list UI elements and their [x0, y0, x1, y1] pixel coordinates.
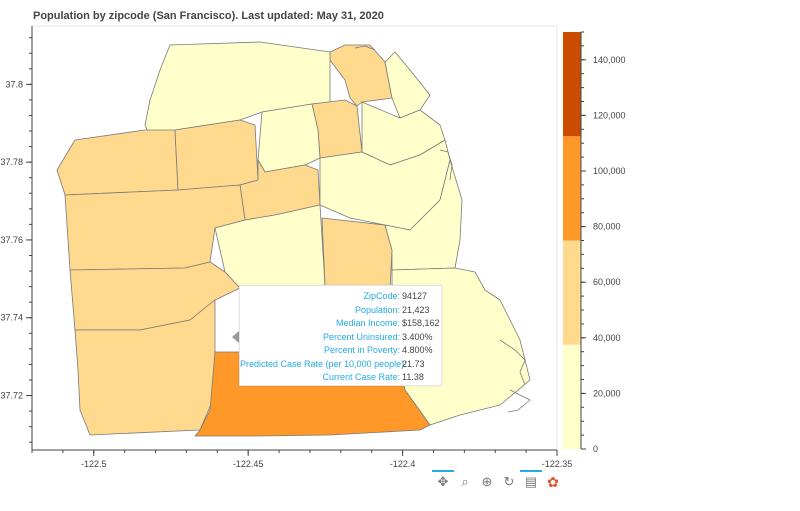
reset-tool-icon[interactable]: ↻	[503, 474, 515, 489]
tooltip-row: Predicted Case Rate (per 10,000 people):…	[240, 358, 441, 372]
colorbar-tick-label: 140,000	[593, 55, 626, 65]
tooltip-value: 21.73	[402, 358, 425, 369]
colorbar-tick-label: 100,000	[593, 166, 626, 176]
hover-tool-icon[interactable]: ▤	[520, 470, 542, 492]
y-tick-label: 37.78	[0, 157, 23, 167]
tooltip-row: Median Income: $158,162	[240, 317, 441, 331]
tooltip-value: $158,162	[402, 318, 440, 328]
x-tick-label: -122.4	[390, 459, 416, 469]
zip-region-richmond-west[interactable]	[56, 129, 179, 196]
toolbar: ✥ ⌕ ⊕ ↻ ▤ ✿	[430, 468, 562, 496]
colorbar-bin	[563, 136, 581, 241]
wheel-zoom-tool-icon[interactable]: ⊕	[481, 474, 493, 489]
colorbar-bin	[563, 344, 581, 449]
tooltip-label: Median Income:	[335, 318, 400, 328]
tooltip-row: Current Case Rate: 11.38	[240, 371, 441, 385]
zip-region-richmond-east[interactable]	[174, 119, 259, 191]
y-tick-label: 37.8	[5, 79, 23, 89]
tooltip-value: 4.800%	[402, 345, 433, 355]
bokeh-logo-icon[interactable]: ✿	[547, 473, 559, 490]
y-tick-label: 37.76	[0, 235, 23, 245]
tooltip-label: Percent Uninsured:	[322, 331, 400, 342]
colorbar-tick-label: 60,000	[593, 277, 621, 287]
zip-region-western-addition[interactable]	[257, 103, 321, 173]
pan-tool-icon[interactable]: ✥	[432, 470, 454, 492]
tooltip-value: 94127	[402, 291, 428, 301]
colorbar-bin	[563, 240, 581, 345]
zip-region-north-beach[interactable]	[384, 51, 431, 119]
zip-region-lake-merced[interactable]	[74, 299, 216, 436]
y-tick-label: 37.72	[0, 391, 23, 401]
zip-region-marina[interactable]	[329, 44, 393, 107]
hover-tooltip: ZipCode: 94127 Population: 21,423 Median Inc…	[239, 285, 442, 386]
x-tick-label: -122.5	[81, 459, 107, 469]
x-tick-label: -122.35	[542, 459, 573, 469]
tooltip-row: Percent in Poverty: 4.800%	[240, 344, 441, 358]
tooltip-arrow	[232, 331, 239, 343]
colorbar-tick-label: 80,000	[593, 222, 621, 232]
tooltip-row: ZipCode: 94127	[240, 290, 441, 304]
tooltip-label: Percent in Poverty:	[323, 345, 400, 355]
tooltip-label: Current Case Rate:	[322, 372, 400, 382]
tooltip-value: 21,423	[402, 304, 430, 315]
box-zoom-tool-icon[interactable]: ⌕	[461, 474, 469, 489]
tooltip-label: ZipCode:	[363, 291, 400, 301]
x-axis: -122.5 -122.45 -122.4 -122.35	[31, 449, 573, 469]
colorbar-tick-label: 20,000	[593, 388, 621, 398]
colorbar: 0 20,000 40,000 60,000 80,000 100,000 120,000 1…	[563, 31, 626, 454]
tooltip-value: 11.38	[402, 372, 424, 382]
zip-region-mission[interactable]	[321, 217, 393, 296]
zip-region-potrero[interactable]	[384, 159, 463, 271]
x-tick-label: -122.45	[233, 459, 264, 469]
y-axis: 37.72 37.74 37.76 37.78 37.8	[0, 26, 33, 450]
y-tick-label: 37.74	[0, 313, 23, 323]
tooltip-label: Predicted Case Rate (per 10,000 people):	[240, 358, 407, 369]
chart-title: Population by zipcode (San Francisco). L…	[33, 10, 384, 22]
tooltip-value: 3.400%	[402, 331, 433, 342]
colorbar-bin	[563, 32, 581, 137]
colorbar-tick-label: 0	[593, 444, 598, 454]
colorbar-tick-label: 40,000	[593, 333, 621, 343]
tooltip-row: Percent Uninsured: 3.400%	[240, 331, 441, 345]
tooltip-row: Population: 21,423	[240, 304, 441, 318]
colorbar-tick-label: 120,000	[593, 110, 626, 120]
zip-region-presidio[interactable]	[144, 41, 331, 137]
tooltip-label: Population:	[354, 304, 400, 315]
